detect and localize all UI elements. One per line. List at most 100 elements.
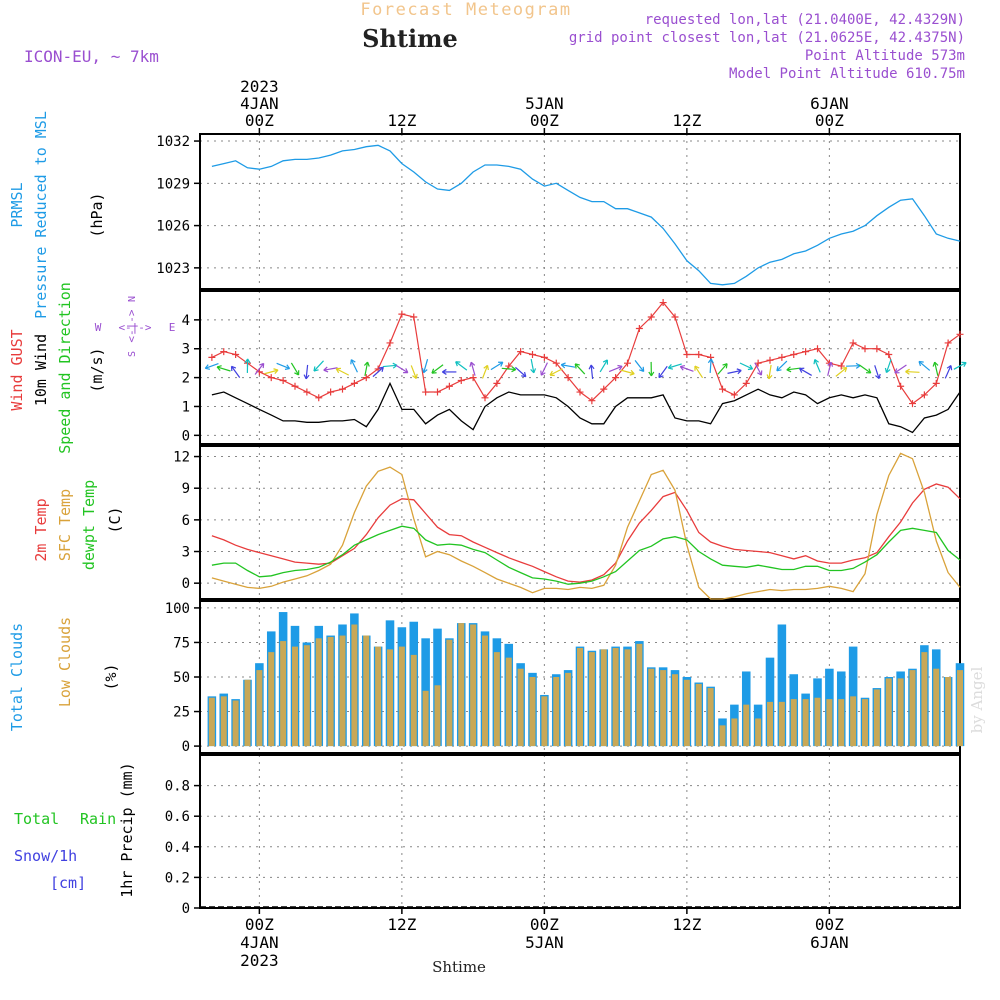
- arrow-head: [313, 366, 319, 372]
- wind-unit: (m/s): [88, 347, 106, 392]
- low-cloud-bar: [790, 699, 797, 747]
- gust-marker: [410, 313, 418, 321]
- gust-marker: [956, 330, 964, 338]
- gust-marker: [861, 345, 869, 353]
- gust-marker: [719, 385, 726, 393]
- low-cloud-bar: [683, 679, 690, 747]
- arrow-head: [378, 366, 384, 372]
- wind-direction-arrow: [382, 362, 398, 369]
- arrow-shaft: [481, 365, 489, 379]
- low-cloud-bar: [363, 635, 370, 747]
- y-tick-label: 2: [182, 371, 190, 387]
- cloud-labels: Total Clouds Low Clouds (%): [8, 617, 120, 731]
- y-tick-label: 3: [182, 342, 190, 358]
- wind-direction-arrow: [707, 358, 714, 373]
- arrow-shaft: [423, 359, 429, 373]
- arrow-head: [707, 358, 714, 364]
- arrow-shaft: [305, 364, 309, 379]
- arrow-shaft: [276, 362, 290, 370]
- arrow-head: [549, 370, 555, 377]
- gust-marker: [291, 382, 299, 390]
- arrow-head: [865, 368, 872, 374]
- arrow-shaft: [835, 367, 848, 377]
- arrow-shaft: [668, 363, 682, 369]
- location-title: Shtime: [362, 24, 458, 53]
- arrow-head: [244, 358, 251, 364]
- y-tick-label: 50: [173, 670, 190, 686]
- arrow-head: [617, 364, 623, 371]
- x-year-label-bottom: 2023: [240, 951, 279, 970]
- gust-marker: [837, 362, 845, 370]
- wind-direction-arrow: [667, 363, 682, 370]
- gust-marker: [778, 353, 786, 361]
- low-cloud-bar: [814, 697, 821, 747]
- sfctemp-line: [211, 452, 961, 600]
- gust-marker: [445, 382, 453, 390]
- arrow-shaft: [768, 364, 772, 379]
- gust-marker: [849, 339, 857, 347]
- x-date-label-bottom: 4JAN: [240, 933, 279, 952]
- low-cloud-bar: [493, 652, 500, 747]
- low-cloud-bar: [909, 670, 916, 747]
- arrow-head: [273, 368, 279, 374]
- x-date-label-top: 5JAN: [525, 94, 564, 113]
- low-cloud-bar: [553, 677, 560, 747]
- arrow-shaft: [574, 363, 586, 375]
- gust-marker: [814, 345, 821, 353]
- arrow-shaft: [515, 366, 527, 378]
- low-cloud-bar: [933, 668, 940, 747]
- gust-marker: [540, 353, 548, 361]
- arrow-head: [403, 368, 409, 374]
- arrow-shaft: [739, 362, 753, 370]
- pressure-label-msl: Pressure Reduced to MSL: [32, 111, 50, 319]
- arrow-shaft: [290, 362, 300, 376]
- low-cloud-bar: [292, 646, 298, 747]
- gust-marker: [659, 299, 667, 307]
- low-cloud-bar: [707, 688, 714, 747]
- arrow-shaft: [776, 360, 788, 372]
- gust-marker: [386, 339, 394, 347]
- low-cloud-bar: [208, 697, 215, 747]
- arrow-head: [658, 372, 664, 379]
- arrow-head: [335, 367, 342, 374]
- arrow-head: [875, 373, 881, 380]
- gust-marker: [600, 385, 608, 393]
- wind-direction-arrow: [648, 361, 655, 377]
- gust-marker: [493, 379, 501, 387]
- panel-frame: [199, 754, 961, 909]
- panel-frame: [199, 133, 961, 290]
- arrow-head: [431, 368, 437, 374]
- gust-marker: [220, 348, 228, 356]
- gust-marker: [457, 376, 465, 384]
- arrow-shaft: [501, 367, 516, 371]
- arrow-shaft: [918, 360, 931, 371]
- requested-coords: requested lon,lat (21.0400E, 42.4329N): [645, 12, 965, 28]
- arrow-head: [350, 359, 356, 365]
- arrow-head: [736, 368, 742, 375]
- low-cloud-bar: [315, 638, 322, 747]
- gust-marker: [909, 400, 916, 408]
- arrow-shaft: [658, 365, 668, 378]
- arrow-shaft: [680, 365, 694, 372]
- low-cloud-bar: [731, 718, 738, 747]
- low-cloud-bar: [410, 654, 417, 747]
- arrow-shaft: [490, 361, 504, 371]
- wind-direction-arrow: [549, 368, 563, 377]
- y-tick-label: 0.4: [165, 840, 190, 856]
- gust-marker: [802, 348, 810, 356]
- footer-location: Shtime: [432, 958, 486, 976]
- precip-label-rain: Rain: [80, 810, 116, 828]
- gust-marker: [398, 310, 406, 318]
- gust-marker: [754, 359, 762, 367]
- low-cloud-bar: [577, 647, 583, 747]
- wind-direction-arrow: [455, 361, 468, 371]
- arrow-shaft: [530, 358, 535, 373]
- pressure-unit: (hPa): [88, 192, 106, 237]
- temp-label-2m: 2m Temp: [32, 498, 50, 561]
- low-cloud-bar: [660, 670, 667, 747]
- low-cloud-bar: [719, 725, 726, 747]
- low-cloud-bar: [339, 635, 346, 747]
- temp2m-line: [211, 483, 961, 583]
- wind-direction-arrow: [372, 366, 384, 378]
